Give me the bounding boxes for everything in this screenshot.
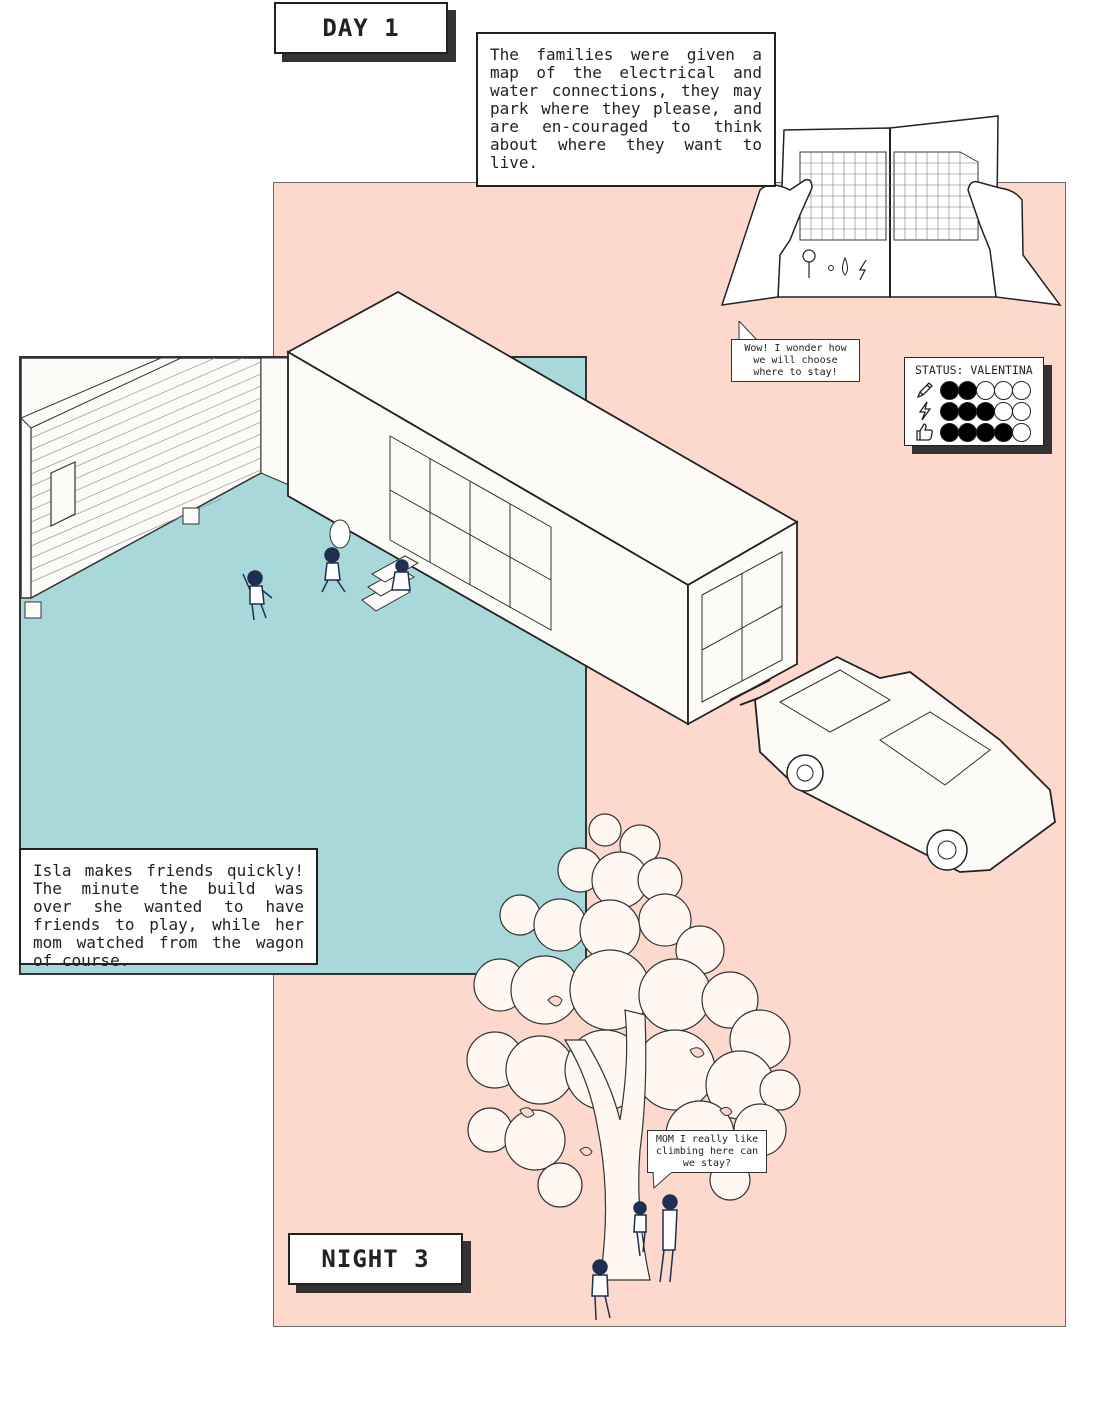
trailer-illustration: [286, 290, 799, 726]
tree-illustration: [466, 813, 801, 1281]
rating-dot: [1012, 401, 1031, 421]
children-figures: [242, 547, 678, 1321]
rating-dot: [994, 380, 1013, 400]
climbing-child-figure: [633, 1201, 647, 1257]
lightning-icon: [918, 401, 932, 421]
pencil-icon: [916, 382, 933, 399]
rating-dot: [958, 401, 977, 421]
rating-dot: [940, 422, 959, 442]
status-row-thumbs-up: [915, 422, 1031, 442]
status-card: STATUS: VALENTINA: [904, 357, 1044, 446]
lightning-icon: [858, 259, 867, 281]
speech-bubble-mom: MOM I really like climbing here can we s…: [647, 1130, 767, 1173]
day-label: DAY 1: [274, 2, 448, 54]
status-row-pencil: [915, 380, 1031, 400]
child-figure-2: [321, 547, 346, 593]
thumbs-up-icon: [916, 423, 933, 441]
caption-isla: Isla makes friends quickly! The minute t…: [19, 848, 318, 970]
child-figure-4: [591, 1259, 611, 1321]
pin-icon: [802, 249, 816, 278]
night-label: NIGHT 3: [288, 1233, 463, 1285]
bubble-tail-wow: [738, 321, 759, 341]
status-title: STATUS: VALENTINA: [915, 363, 1033, 377]
rating-dot: [994, 401, 1013, 421]
water-drop-icon: [842, 256, 848, 276]
rating-dot: [976, 380, 995, 400]
rating-dot: [994, 422, 1013, 442]
status-row-lightning: [915, 401, 1031, 421]
rating-dot: [1012, 380, 1031, 400]
dot-icon: [828, 265, 834, 271]
bubble-tail-mom: [652, 1172, 673, 1190]
rating-dot: [940, 401, 959, 421]
rating-dot: [1012, 422, 1031, 442]
map-illustration: [720, 115, 1062, 306]
child-figure-3: [391, 559, 411, 591]
rating-dot: [958, 422, 977, 442]
speech-bubble-wow: Wow! I wonder how we will choose where t…: [731, 339, 860, 382]
truck-illustration: [754, 655, 1056, 873]
rating-dot: [976, 401, 995, 421]
child-figure-1: [242, 570, 273, 621]
rating-dot: [958, 380, 977, 400]
caption-map: The families were given a map of the ele…: [476, 32, 776, 187]
house-illustration: [21, 358, 297, 619]
rating-dot: [976, 422, 995, 442]
rating-dot: [940, 380, 959, 400]
mom-figure: [659, 1194, 678, 1283]
